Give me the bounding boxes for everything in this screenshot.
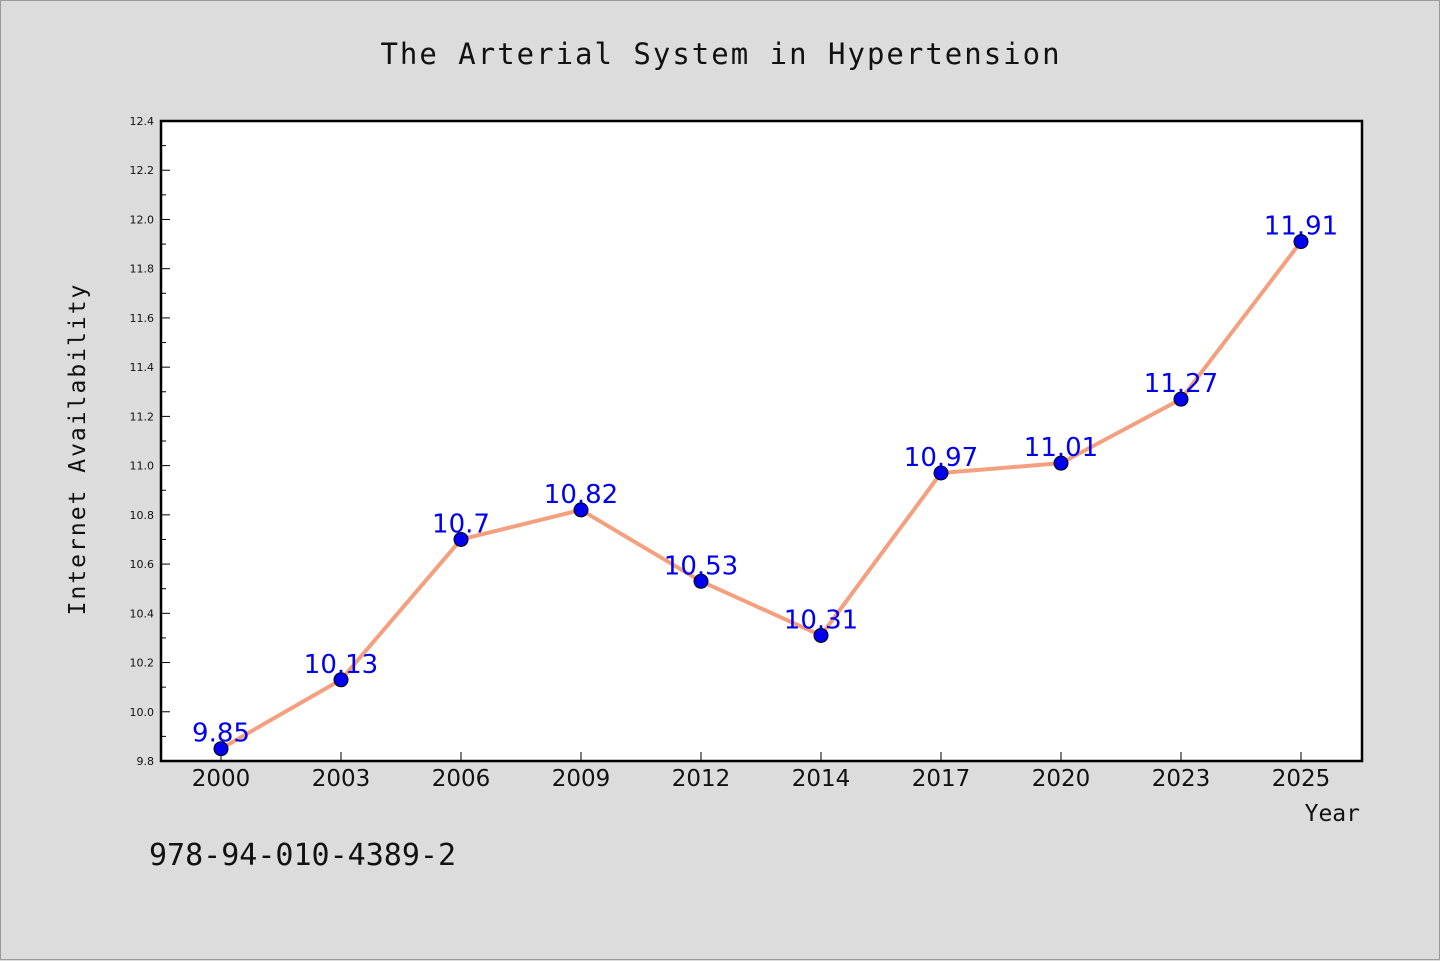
y-tick-label: 11.2 xyxy=(130,410,155,423)
data-point xyxy=(693,573,709,589)
x-tick-label: 2009 xyxy=(552,766,611,792)
x-tick-label: 2014 xyxy=(792,766,851,792)
data-point xyxy=(933,465,949,481)
data-labels: 9.85 10.13 10.7 10.82 10.53 10.31 10.97 11.01 11… xyxy=(192,212,1338,749)
y-tick-label: 12.0 xyxy=(130,213,155,226)
y-tick-label: 12.4 xyxy=(130,115,155,128)
data-point xyxy=(1173,391,1189,407)
y-tick-label: 10.8 xyxy=(130,509,155,522)
x-axis-label: Year xyxy=(1305,801,1360,827)
data-label: 10.31 xyxy=(784,605,858,635)
data-point xyxy=(213,741,229,757)
y-axis: 9.8 10.0 10.2 10.4 10.6 10.8 11.0 11.2 11.4 11.6 1… xyxy=(130,115,170,768)
isbn-text: 978-94-010-4389-2 xyxy=(149,838,456,873)
y-tick-label: 11.4 xyxy=(130,361,155,374)
data-point xyxy=(1293,234,1309,250)
data-point xyxy=(573,502,589,518)
data-label: 10.53 xyxy=(664,551,738,581)
data-label: 10.82 xyxy=(544,480,618,510)
data-label: 10.7 xyxy=(432,509,490,539)
y-tick-label: 10.2 xyxy=(130,657,155,670)
y-tick-label: 10.0 xyxy=(130,706,155,719)
data-label: 11.91 xyxy=(1264,212,1338,242)
data-label: 10.97 xyxy=(904,443,978,473)
x-tick-label: 2006 xyxy=(432,766,491,792)
y-axis-label: Internet Availability xyxy=(65,283,91,616)
data-label: 11.01 xyxy=(1024,433,1098,463)
x-tick-label: 2000 xyxy=(192,766,251,792)
chart-title: The Arterial System in Hypertension xyxy=(380,37,1061,71)
x-tick-label: 2003 xyxy=(312,766,371,792)
data-label: 10.13 xyxy=(304,650,378,680)
data-point xyxy=(453,531,469,547)
x-tick-label: 2023 xyxy=(1152,766,1211,792)
x-axis: 2000 2003 2006 2009 2012 2014 2017 2020 2023 2025 xyxy=(192,752,1331,792)
data-point xyxy=(1053,455,1069,471)
data-point xyxy=(813,627,829,643)
series-markers xyxy=(213,234,1309,757)
data-label: 11.27 xyxy=(1144,369,1218,399)
data-label: 9.85 xyxy=(192,719,250,749)
series-line xyxy=(220,240,1303,751)
x-tick-label: 2020 xyxy=(1032,766,1091,792)
data-point xyxy=(333,672,349,688)
x-tick-label: 2012 xyxy=(672,766,731,792)
x-tick-label: 2025 xyxy=(1272,766,1331,792)
y-tick-label: 11.8 xyxy=(130,263,155,276)
y-tick-label: 11.0 xyxy=(130,460,155,473)
y-tick-label: 11.6 xyxy=(130,312,155,325)
x-tick-label: 2017 xyxy=(912,766,971,792)
y-tick-label: 10.6 xyxy=(130,558,155,571)
y-tick-label: 10.4 xyxy=(130,607,155,620)
y-tick-label: 9.8 xyxy=(137,755,155,768)
y-tick-label: 12.2 xyxy=(130,164,155,177)
